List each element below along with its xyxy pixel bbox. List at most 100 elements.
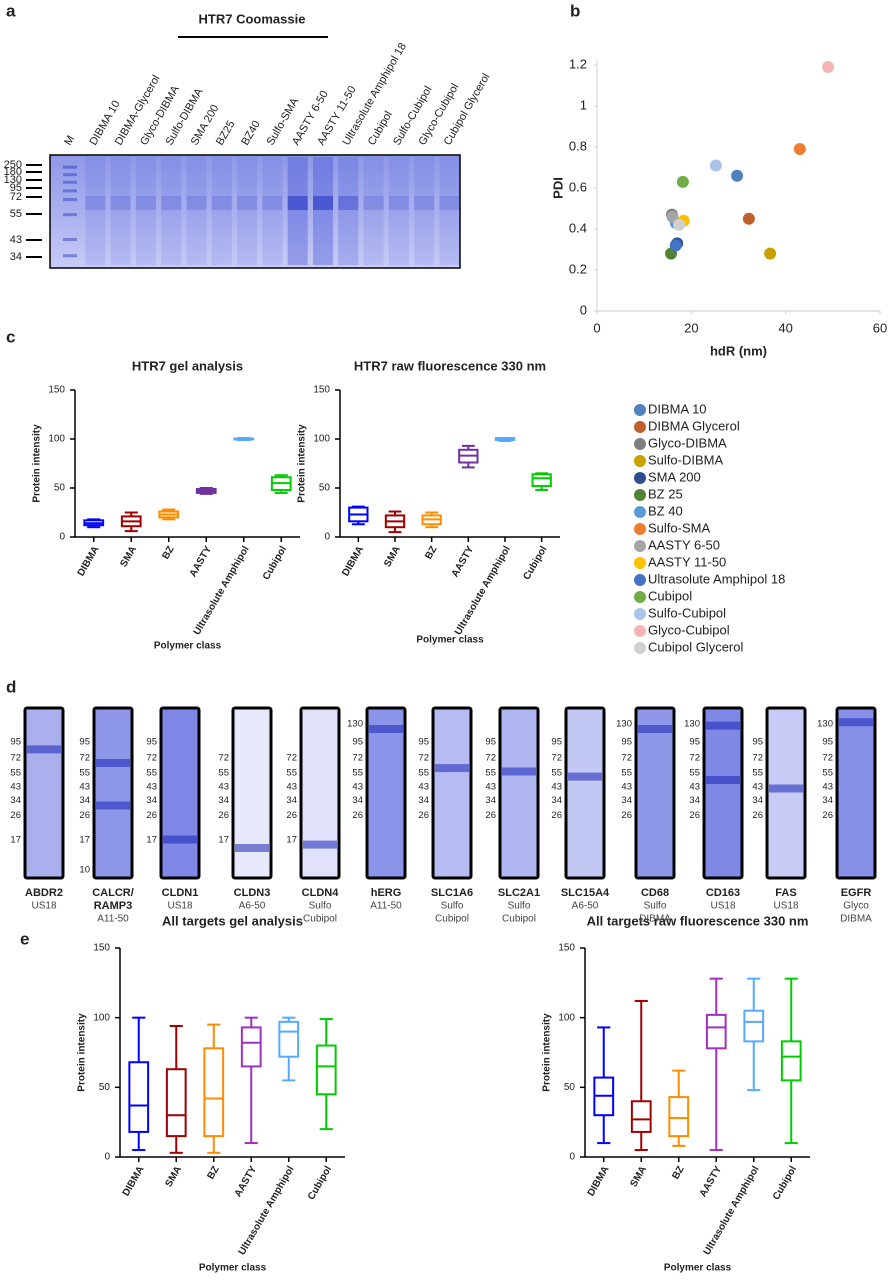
box — [743, 1009, 765, 1043]
gel-image — [23, 706, 65, 880]
legend-label: Sulfo-SMA — [648, 520, 710, 535]
y-axis-label: Protein intensity — [542, 1013, 553, 1092]
legend-label: BZ 40 — [648, 503, 683, 518]
lane-label: BZ40 — [239, 119, 263, 148]
gel-lanes — [63, 157, 460, 265]
y-tick-label: 0.4 — [569, 220, 587, 235]
legend-label: Glyco-Cubipol — [648, 622, 730, 637]
legend-label: Cubipol Glycerol — [648, 639, 743, 654]
gel-band — [303, 840, 337, 849]
legend-swatch — [634, 472, 646, 484]
marker-label: 26 — [286, 810, 297, 821]
gel-band — [388, 196, 409, 210]
gel-polymer: A6-50 — [239, 901, 266, 912]
gel-name: CLDN3 — [234, 887, 271, 899]
marker-label: 72 — [10, 752, 21, 763]
x-tick-label: SMA — [382, 544, 403, 569]
marker-label: 72 — [485, 752, 496, 763]
point — [669, 239, 682, 252]
x-tick-label: DIBMA — [340, 544, 366, 578]
gel-name: CLDN4 — [302, 887, 340, 899]
marker-label: 26 — [551, 810, 562, 821]
gel-band — [237, 196, 258, 210]
x-tick-label: Cubipol — [306, 1164, 334, 1202]
box — [203, 1047, 225, 1138]
gel-band — [85, 196, 106, 210]
marker-label: 95 — [352, 736, 363, 747]
y-tick-label: 100 — [558, 1012, 575, 1023]
gel-lane — [85, 157, 106, 265]
box — [705, 1013, 727, 1050]
marker-label: 43 — [822, 782, 833, 793]
gel-image — [564, 706, 606, 880]
y-tick-label: 50 — [319, 483, 331, 494]
legend-label: AASTY 11-50 — [648, 554, 726, 569]
gel-band — [287, 196, 308, 210]
legend-label: DIBMA 10 — [648, 401, 707, 416]
legend-swatch — [634, 523, 646, 535]
legend-label: BZ 25 — [648, 486, 683, 501]
marker-label: 55 — [352, 768, 363, 779]
x-tick-label: DIBMA — [586, 1164, 612, 1198]
gel-image — [49, 154, 461, 269]
legend-swatch — [634, 574, 646, 586]
ladder-band — [63, 180, 77, 184]
legend-label: Sulfo-DIBMA — [648, 452, 723, 467]
gel-polymer: Sulfo — [644, 901, 667, 912]
gel-lane — [135, 157, 156, 265]
box — [278, 1020, 300, 1058]
marker-label: 43 — [551, 782, 562, 793]
legend-label: Cubipol — [648, 588, 692, 603]
legend-label: DIBMA Glycerol — [648, 418, 740, 433]
marker-label: 95 — [752, 736, 763, 747]
marker-label: 72 — [551, 752, 562, 763]
x-tick-label: Cubipol — [521, 544, 549, 582]
box — [668, 1096, 690, 1138]
marker-label: 72 — [621, 752, 632, 763]
gel-band — [96, 801, 130, 810]
legend-swatch — [634, 438, 646, 450]
y-tick-label: 0 — [324, 532, 330, 543]
point — [822, 61, 835, 74]
marker-label: 95 — [485, 736, 496, 747]
gel-lane — [287, 157, 308, 265]
marker-label: 55 — [418, 768, 429, 779]
marker-label: 34 — [218, 795, 229, 806]
gel-name: SLC2A1 — [498, 887, 540, 899]
gel-lane — [161, 157, 182, 265]
y-axis-label: PDI — [550, 177, 565, 199]
marker-label: 34 — [689, 795, 700, 806]
legend-swatch — [634, 591, 646, 603]
x-tick-label: DIBMA — [121, 1164, 147, 1198]
x-tick-label: Cubipol — [771, 1164, 799, 1202]
marker-label: 26 — [485, 810, 496, 821]
y-tick-label: 150 — [558, 943, 575, 954]
gel-band — [439, 196, 460, 210]
y-tick-label: 100 — [313, 434, 330, 445]
gel-band — [706, 721, 740, 730]
point — [709, 159, 722, 172]
marker-label: 72 — [418, 752, 429, 763]
ladder-band — [63, 213, 77, 217]
gel-image — [92, 706, 134, 880]
x-axis-label: hdR (nm) — [710, 343, 767, 358]
gel-name: SLC15A4 — [561, 887, 610, 899]
legend-swatch — [634, 455, 646, 467]
gel-name: RAMP3 — [94, 900, 133, 912]
gel-name: CD163 — [706, 887, 740, 899]
legend-label: Glyco-DIBMA — [648, 435, 727, 450]
marker-label: 72 — [79, 752, 90, 763]
gel-name: CD68 — [641, 887, 669, 899]
x-axis-label: Polymer class — [664, 1263, 732, 1274]
x-tick-label: BZ — [160, 544, 176, 561]
marker-label: 43 — [10, 782, 21, 793]
gel-name: hERG — [371, 887, 402, 899]
gel-polymer: US18 — [31, 901, 56, 912]
gel-band — [211, 196, 232, 210]
y-tick-label: 50 — [99, 1082, 111, 1093]
box — [128, 1061, 150, 1133]
legend-swatch — [634, 404, 646, 416]
gel-polymer: US18 — [710, 901, 735, 912]
marker-label: 34 — [551, 795, 562, 806]
marker-label: 250 — [4, 159, 22, 171]
